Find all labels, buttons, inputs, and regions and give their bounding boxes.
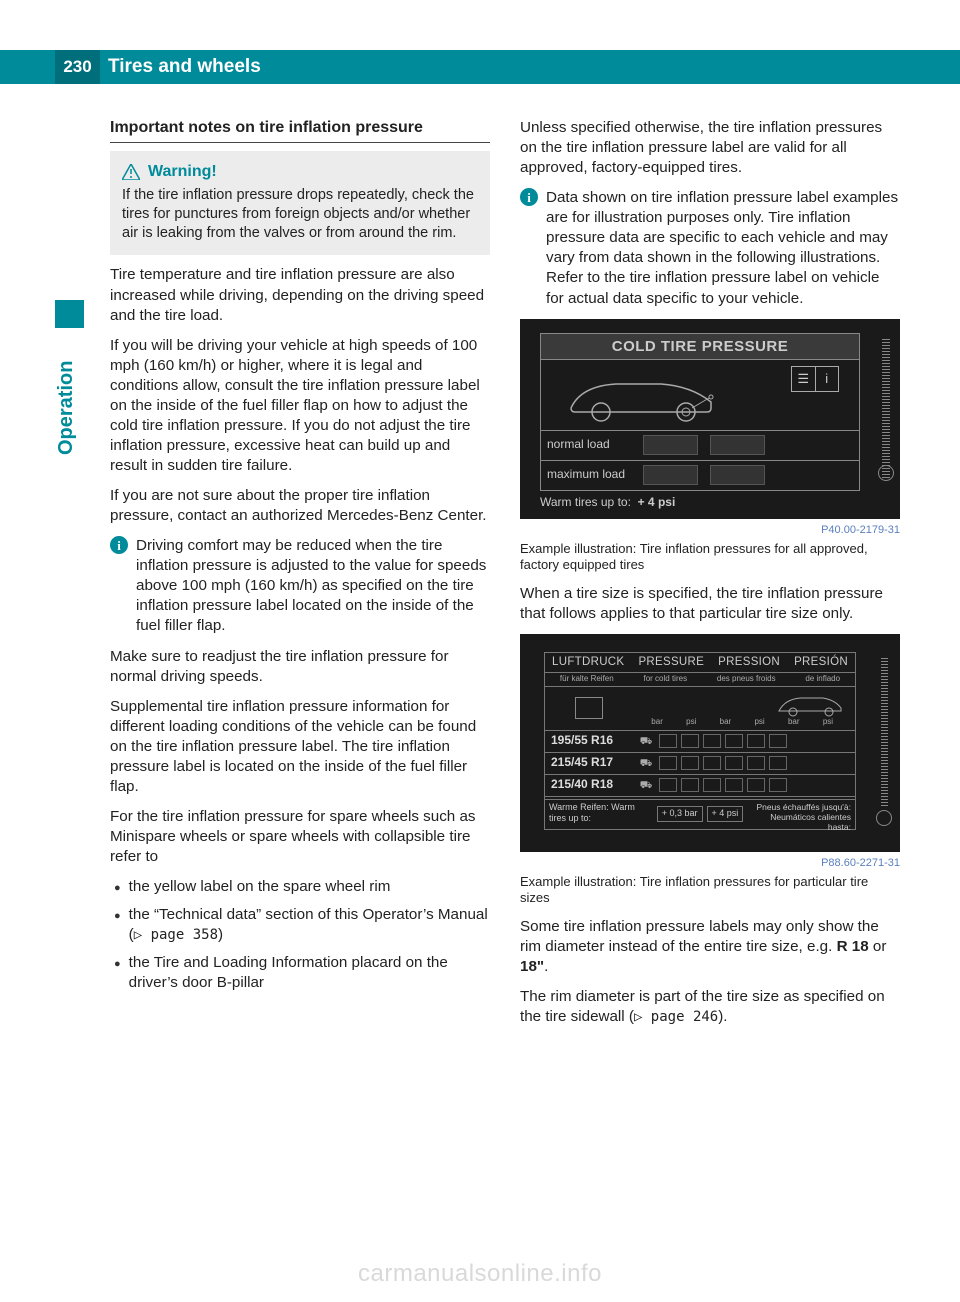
list-item: ● the “Technical data” section of this O… <box>114 905 490 945</box>
tire-size-label: 195/55 R16 <box>545 733 633 749</box>
figure-reference: P40.00-2179-31 <box>520 523 900 538</box>
list-item: ● the yellow label on the spare wheel ri… <box>114 877 490 897</box>
figure-heading-row: LUFTDRUCK PRESSURE PRESSION PRESIÓN <box>545 653 855 673</box>
info-note: i Driving comfort may be reduced when th… <box>110 536 490 636</box>
mb-logo-icon <box>876 810 892 826</box>
row-label: normal load <box>541 437 631 453</box>
row-label: maximum load <box>541 467 631 483</box>
info-icon: i <box>110 536 128 554</box>
bullet-text: the “Technical data” section of this Ope… <box>129 905 490 945</box>
body-text: The rim diameter is part of the tire siz… <box>520 987 900 1027</box>
body-text: Some tire inflation pressure labels may … <box>520 917 900 977</box>
page-xref: ▷ page 246 <box>634 1009 718 1025</box>
body-text: If you will be driving your vehicle at h… <box>110 336 490 476</box>
bullet-text-c: ) <box>218 926 223 943</box>
footer-left: Warme Reifen: Warm tires up to: <box>545 800 650 829</box>
bullet-text: the yellow label on the spare wheel rim <box>129 877 490 897</box>
body-text: Unless specified otherwise, the tire inf… <box>520 118 900 178</box>
info-text: Driving comfort may be reduced when the … <box>136 536 490 636</box>
load-icon: ⛟ <box>633 757 659 770</box>
bullet-icon: ● <box>114 953 121 993</box>
side-tab-marker <box>55 300 84 328</box>
bullet-icon: ● <box>114 877 121 897</box>
info-note: i Data shown on tire inflation pressure … <box>520 188 900 308</box>
mb-logo-icon <box>878 465 894 481</box>
subsection-title: Important notes on tire inflation pressu… <box>110 118 490 143</box>
figure-footer: Warme Reifen: Warm tires up to: + 0,3 ba… <box>545 799 855 829</box>
bullet-text: the Tire and Loading Information placard… <box>129 953 490 993</box>
figure-caption: Example illustration: Tire inflation pre… <box>520 541 900 574</box>
table-row: 195/55 R16 ⛟ <box>545 731 855 753</box>
list-item: ● the Tire and Loading Information placa… <box>114 953 490 993</box>
tire-size-label: 215/45 R17 <box>545 755 633 771</box>
value-box <box>643 435 698 455</box>
warning-heading: Warning! <box>122 161 478 182</box>
body-text: If you are not sure about the proper tir… <box>110 486 490 526</box>
warning-label: Warning! <box>148 161 217 182</box>
body-text: Make sure to readjust the tire inflation… <box>110 647 490 687</box>
info-text: Data shown on tire inflation pressure la… <box>546 188 900 308</box>
info-icon: i <box>520 188 538 206</box>
page-number: 230 <box>55 50 100 84</box>
figure-subheading-row: für kalte Reifen for cold tires des pneu… <box>545 673 855 687</box>
bullet-list: ● the yellow label on the spare wheel ri… <box>114 877 490 993</box>
manual-page: 230 Tires and wheels Operation Important… <box>0 0 960 1302</box>
body-text: For the tire inflation pressure for spar… <box>110 807 490 867</box>
body-text: Tire temperature and tire inflation pres… <box>110 265 490 325</box>
watermark: carmanualsonline.info <box>0 1260 960 1288</box>
warning-text: If the tire inflation pressure drops rep… <box>122 186 478 243</box>
value-box <box>710 465 765 485</box>
footer-right: Pneus échauffés jusqu'à: Neumáticos cali… <box>750 800 855 829</box>
page-xref: ▷ page 358 <box>134 927 218 943</box>
header-bar: 230 Tires and wheels <box>0 50 960 84</box>
body-text: When a tire size is specified, the tire … <box>520 584 900 624</box>
unit-row: barpsi barpsi barpsi <box>640 717 845 729</box>
figure-tire-size-pressure: LUFTDRUCK PRESSURE PRESSION PRESIÓN für … <box>520 634 900 852</box>
figure-bottom-text: Warm tires up to: + 4 psi <box>540 495 675 511</box>
figure-title: COLD TIRE PRESSURE <box>541 334 859 360</box>
figure-cold-tire-pressure: COLD TIRE PRESSURE ☰i normal load <box>520 319 900 519</box>
table-row: 215/40 R18 ⛟ <box>545 775 855 797</box>
left-column: Important notes on tire inflation pressu… <box>110 118 490 1003</box>
table-row: maximum load <box>541 460 859 490</box>
bullet-icon: ● <box>114 905 121 945</box>
right-column: Unless specified otherwise, the tire inf… <box>520 118 900 1037</box>
load-icon: ⛟ <box>633 779 659 792</box>
footer-mid: + 0,3 bar+ 4 psi <box>650 800 750 829</box>
book-icon <box>575 697 603 719</box>
warning-box: Warning! If the tire inflation pressure … <box>110 151 490 255</box>
value-box <box>643 465 698 485</box>
body-text: Supplemental tire inflation pressure inf… <box>110 697 490 797</box>
car-outline-icon <box>561 368 721 424</box>
info-box-icon: ☰i <box>791 366 839 392</box>
side-tab: Operation <box>55 300 84 460</box>
side-tab-label: Operation <box>55 361 78 455</box>
warning-icon <box>122 164 140 180</box>
figure-caption: Example illustration: Tire inflation pre… <box>520 874 900 907</box>
table-row: normal load <box>541 430 859 460</box>
table-row: 215/45 R17 ⛟ <box>545 753 855 775</box>
figure-reference: P88.60-2271-31 <box>520 856 900 871</box>
tire-size-label: 215/40 R18 <box>545 777 633 793</box>
car-outline-icon <box>775 691 845 719</box>
value-box <box>710 435 765 455</box>
barcode-icon <box>882 339 890 479</box>
figure-icon-row: barpsi barpsi barpsi <box>545 687 855 731</box>
load-icon: ⛟ <box>633 735 659 748</box>
barcode-icon <box>881 658 888 808</box>
header-title: Tires and wheels <box>108 50 261 84</box>
